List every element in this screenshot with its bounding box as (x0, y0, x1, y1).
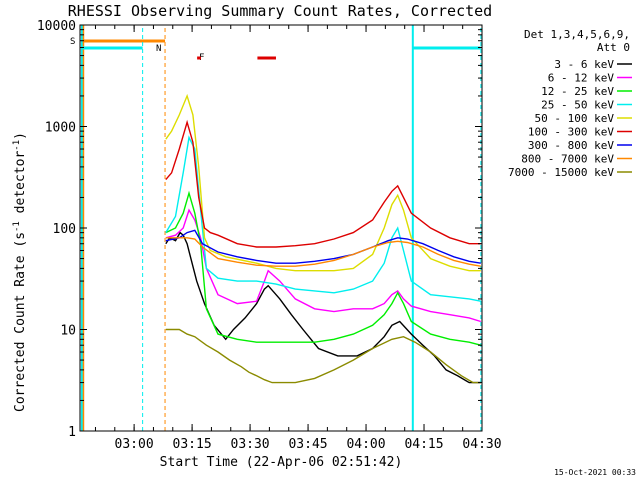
series-line-0 (165, 231, 481, 384)
series-line-6 (165, 229, 481, 264)
legend-label-0: 3 - 6 keV (554, 58, 614, 71)
x-axis-label: Start Time (22-Apr-06 02:51:42) (160, 455, 403, 470)
legend-label-6: 300 - 800 keV (528, 139, 614, 152)
legend-label-5: 100 - 300 keV (528, 126, 614, 139)
x-tick-label-6: 04:30 (462, 437, 501, 452)
legend-label-3: 25 - 50 keV (541, 99, 614, 112)
legend-label-8: 7000 - 15000 keV (508, 166, 614, 179)
observing-annotations: S N F (70, 25, 482, 431)
legend-label-7: 800 - 7000 keV (521, 153, 614, 166)
y-tick-label-1: 10 (60, 324, 76, 339)
series-group (165, 93, 482, 384)
footer-date: 15-Oct-2021 00:33 (554, 468, 636, 477)
y-tick-label-3: 1000 (45, 121, 76, 136)
series-line-1 (165, 208, 482, 323)
x-tick-label-2: 03:30 (231, 437, 270, 452)
legend-header-detectors: Det 1,3,4,5,6,9, (524, 28, 630, 41)
axes-group: 1 10 100 1000 10000 03:00 03:15 03:30 03:45 04:00… (37, 19, 502, 452)
flare-label: F (199, 53, 204, 63)
y-tick-label-4: 10000 (37, 19, 76, 34)
legend-label-2: 12 - 25 keV (541, 85, 614, 98)
night-label: N (156, 44, 161, 54)
x-tick-label-4: 04:00 (346, 437, 385, 452)
legend-label-4: 50 - 100 keV (535, 112, 615, 125)
saa-label: S (70, 37, 75, 47)
legend-header-attenuator: Att 0 (597, 41, 630, 54)
y-axis-label: Corrected Count Rate (s-1 detector-1) (12, 132, 28, 412)
plot-frame (79, 24, 483, 432)
x-tick-label-1: 03:15 (173, 437, 212, 452)
chart-title: RHESSI Observing Summary Count Rates, Co… (68, 2, 492, 20)
series-line-3 (165, 135, 481, 302)
series-line-5 (165, 119, 481, 248)
series-line-2 (165, 190, 481, 346)
series-line-4 (165, 93, 481, 272)
y-tick-label-0: 1 (68, 425, 76, 440)
y-tick-label-2: 100 (53, 222, 76, 237)
x-tick-label-0: 03:00 (115, 437, 154, 452)
series-line-8 (165, 328, 481, 384)
legend-label-1: 6 - 12 keV (548, 72, 615, 85)
x-tick-label-3: 03:45 (288, 437, 327, 452)
series-line-7 (165, 237, 481, 267)
x-tick-label-5: 04:15 (404, 437, 443, 452)
